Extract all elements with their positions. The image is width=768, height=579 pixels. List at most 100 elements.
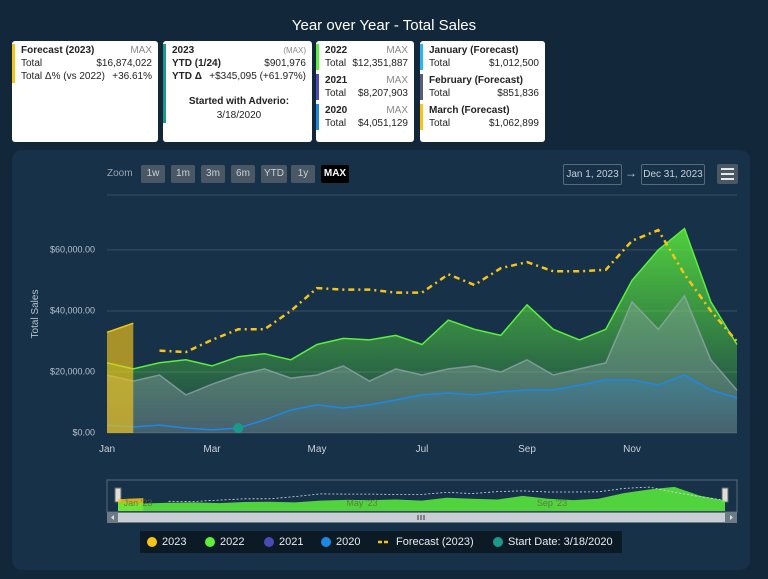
card-section: February (Forecast) Total $851,836 (420, 74, 539, 100)
card: 2022 MAX Total $12,351,887 2021 MAX Total $8,20… (316, 41, 414, 142)
legend-label[interactable]: 2023 (162, 536, 186, 548)
metric-row: Total $8,207,903 (325, 87, 408, 100)
section-head: 2020 MAX (325, 104, 408, 117)
section-title: March (Forecast) (429, 105, 510, 116)
zoom-button[interactable]: 1m (171, 165, 195, 183)
metric-value: +$345,095 (+61.97%) (209, 71, 306, 82)
zoom-button[interactable]: 6m (231, 165, 255, 183)
x-tick-label: Nov (623, 444, 641, 455)
navigator-area (118, 486, 725, 511)
start-marker (233, 423, 244, 434)
metric-row: Total $16,874,022 (21, 57, 152, 70)
metric-label: Total Δ% (vs 2022) (21, 71, 105, 82)
y-tick-label: $40,000.00 (50, 305, 95, 315)
metric-value: $16,874,022 (96, 58, 152, 69)
x-tick-label: Mar (203, 444, 221, 455)
legend-swatch (493, 537, 503, 547)
zoom-button[interactable]: 3m (201, 165, 225, 183)
card: January (Forecast) Total $1,012,500 Februar… (420, 41, 545, 142)
x-tick-label: May (308, 444, 327, 455)
section-head: March (Forecast) (429, 104, 539, 117)
scroll-grip (417, 515, 425, 520)
section-head: January (Forecast) (429, 44, 539, 57)
section-head: Forecast (2023) MAX (21, 44, 152, 57)
legend-label[interactable]: Forecast (2023) (396, 536, 474, 548)
card: Forecast (2023) MAX Total $16,874,022 Total … (12, 41, 158, 142)
card-section: 2020 MAX Total $4,051,129 (316, 104, 408, 130)
date-from[interactable]: Jan 1, 2023 (563, 164, 622, 185)
metric-label: Total (325, 118, 347, 129)
card-section: 2022 MAX Total $12,351,887 (316, 44, 408, 70)
x-tick-label: Sep (518, 444, 536, 455)
metric-row: Total $1,012,500 (429, 57, 539, 70)
metric-value: $1,012,500 (488, 58, 539, 69)
metric-row: YTD Δ +$345,095 (+61.97%) (172, 70, 306, 83)
area (107, 375, 737, 433)
section-head: 2023 (MAX) (172, 44, 306, 57)
zoom-button[interactable]: 1y (291, 165, 315, 183)
metric-value: +36.61% (112, 71, 152, 82)
series-line (106, 374, 738, 431)
navigator-label: May '23 (346, 498, 377, 508)
section-title: February (Forecast) (429, 75, 523, 86)
legend-label[interactable]: 2022 (220, 536, 244, 548)
section-title: 2020 (325, 105, 348, 116)
legend-label[interactable]: 2020 (336, 536, 360, 548)
title: Year over Year - Total Sales (292, 17, 476, 34)
card-section: March (Forecast) Total $1,062,899 (420, 104, 539, 130)
metric-label: Total (429, 58, 451, 69)
section-head: 2022 MAX (325, 44, 408, 57)
metric-label: Total (429, 88, 451, 99)
section-tag: MAX (386, 105, 408, 116)
y-tick-label: $60,000.00 (50, 244, 95, 254)
legend-swatch (147, 537, 157, 547)
metric-value: $8,207,903 (357, 88, 408, 99)
metric-value: $851,836 (497, 88, 539, 99)
series-line (106, 227, 738, 370)
section-tag: MAX (130, 45, 152, 56)
legend-label[interactable]: 2021 (279, 536, 303, 548)
section-title: 2021 (325, 75, 348, 86)
area (107, 228, 737, 433)
card-section: Forecast (2023) MAX Total $16,874,022 Total … (12, 44, 152, 83)
metric-value: $12,351,887 (352, 58, 408, 69)
section-title: 2022 (325, 45, 348, 56)
x-tick-label: Jan (99, 444, 115, 455)
menu-icon (721, 168, 734, 180)
metric-row: Total Δ% (vs 2022) +36.61% (21, 70, 152, 83)
metric-label-bold: YTD (1/24) (172, 58, 221, 69)
zoom-label: Zoom (107, 168, 133, 179)
section-title: January (Forecast) (429, 45, 519, 56)
series-line (106, 294, 738, 396)
metric-label: Total (429, 118, 451, 129)
x-tick-label: Jul (416, 444, 429, 455)
card-section: 2021 MAX Total $8,207,903 (316, 74, 408, 100)
metric-label: Total (325, 88, 347, 99)
card-section: 2023 (MAX) YTD (1/24) $901,976 YTD Δ +$345,09… (163, 44, 306, 123)
navigator-label: Jan '23 (124, 498, 153, 508)
section-title: 2023 (172, 45, 195, 56)
zoom-button[interactable]: 1w (141, 165, 165, 183)
zoom-button[interactable]: YTD (261, 165, 287, 183)
metric-row: Total $12,351,887 (325, 57, 408, 70)
card: 2023 (MAX) YTD (1/24) $901,976 YTD Δ +$345,09… (163, 41, 312, 142)
legend-label[interactable]: Start Date: 3/18/2020 (508, 536, 613, 548)
metric-row: YTD (1/24) $901,976 (172, 57, 306, 70)
y-tick-label: $20,000.00 (50, 366, 95, 376)
section-tag: (MAX) (283, 46, 306, 55)
forecast-line (159, 228, 738, 354)
section-tag: MAX (386, 45, 408, 56)
note: Started with Adverio: 3/18/2020 (172, 95, 306, 123)
card-section: January (Forecast) Total $1,012,500 (420, 44, 539, 70)
note-value: 3/18/2020 (216, 110, 262, 121)
area (107, 323, 134, 433)
legend-swatch (264, 537, 274, 547)
section-tag: MAX (386, 75, 408, 86)
date-to[interactable]: Dec 31, 2023 (641, 164, 705, 185)
zoom-button[interactable]: MAX (321, 165, 349, 183)
note-title: Started with Adverio: (188, 96, 290, 107)
metric-value: $4,051,129 (357, 118, 408, 129)
metric-label: Total (325, 58, 347, 69)
section-head: February (Forecast) (429, 74, 539, 87)
